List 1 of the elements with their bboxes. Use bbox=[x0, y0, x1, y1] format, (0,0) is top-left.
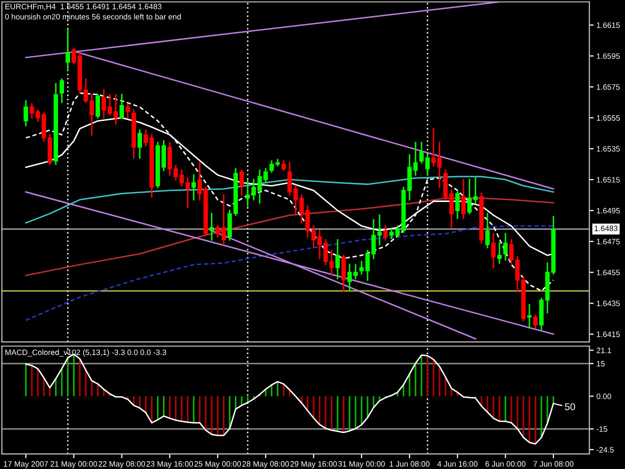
annotation: 50 bbox=[564, 403, 576, 410]
